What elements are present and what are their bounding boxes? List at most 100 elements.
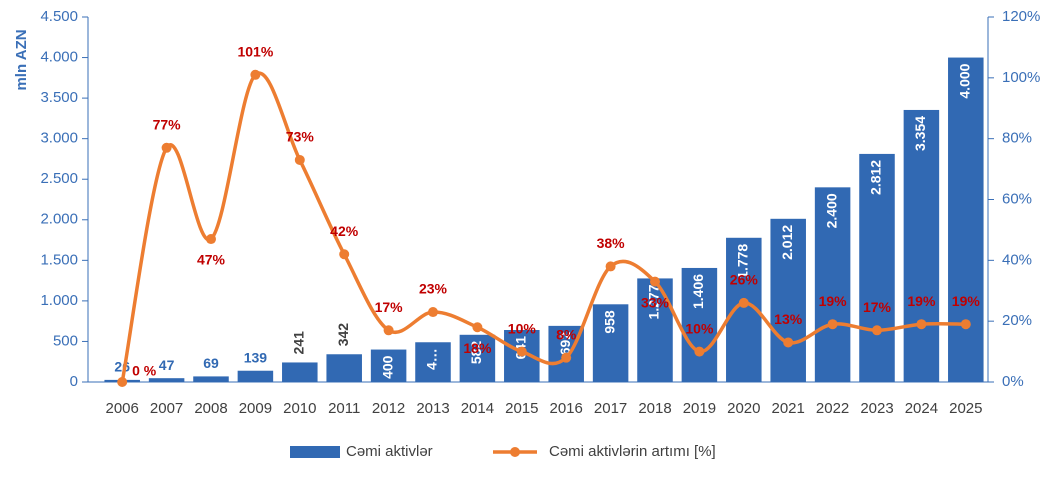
y-tick-label: 3.000 (40, 130, 78, 147)
x-tick-label: 2015 (505, 400, 538, 417)
y-tick-label: 1.000 (40, 292, 78, 309)
line-label: 77% (153, 116, 182, 132)
x-tick-label: 2019 (683, 400, 716, 417)
bar-label: 2.012 (779, 225, 795, 260)
line-marker (294, 154, 305, 165)
line-label: 19% (907, 293, 936, 309)
line-marker (960, 319, 971, 330)
y-tick-label: 3.500 (40, 89, 78, 106)
bar (148, 378, 185, 382)
y2-tick-label: 60% (1002, 190, 1032, 207)
x-tick-label: 2009 (239, 400, 272, 417)
x-tick-label: 2024 (905, 400, 938, 417)
x-tick-label: 2008 (194, 400, 227, 417)
x-tick-label: 2012 (372, 400, 405, 417)
bar-label: 400 (379, 355, 395, 379)
bar (193, 376, 229, 382)
bar-label: 4.000 (957, 63, 973, 98)
legend-label: Cəmi aktivlərin artımı [%] (549, 443, 716, 460)
line (120, 71, 966, 383)
bar-label: 582 (468, 341, 484, 365)
line-marker (561, 352, 572, 363)
line-marker (738, 297, 749, 308)
x-tick-label: 2017 (594, 400, 627, 417)
x-tick-label: 2018 (638, 400, 671, 417)
line-marker (516, 346, 527, 357)
x-tick-label: 2020 (727, 400, 760, 417)
legend-label: Cəmi aktivlər (346, 443, 433, 460)
line-label: 101% (237, 43, 273, 59)
bar (948, 57, 984, 383)
line-label: 10% (685, 320, 714, 336)
bar-label: 139 (244, 349, 268, 365)
line-marker (694, 346, 705, 357)
line-marker (383, 325, 394, 336)
y-tick-label: 2.000 (40, 211, 78, 228)
line-marker (827, 319, 838, 330)
x-tick-label: 2023 (860, 400, 893, 417)
line-label: 10% (508, 320, 537, 336)
x-tick-label: 2014 (461, 400, 494, 417)
bar-label: 1.778 (735, 244, 751, 279)
line-marker (428, 307, 438, 318)
line-label: 47% (197, 252, 226, 268)
bar (770, 218, 806, 382)
line-marker (472, 322, 483, 333)
y-tick-label: 4.000 (40, 49, 78, 66)
bar-label: 2.812 (868, 160, 884, 195)
bar-label: 241 (291, 331, 307, 355)
x-tick-label: 2011 (328, 400, 360, 417)
line-label: 33% (641, 294, 670, 310)
bar-label: 47 (159, 357, 175, 373)
line-label: 19% (819, 293, 848, 309)
x-tick-label: 2007 (150, 400, 183, 417)
y2-tick-label: 20% (1002, 312, 1032, 329)
bar (282, 362, 318, 382)
bar (859, 153, 895, 382)
line-marker (650, 276, 660, 287)
line-marker (916, 319, 927, 330)
y2-tick-label: 120% (1002, 8, 1040, 25)
bar (370, 349, 407, 382)
bar-label: 4… (424, 348, 440, 370)
bar (637, 278, 673, 382)
bar (237, 370, 274, 382)
line-marker (206, 234, 216, 245)
line-marker (872, 325, 882, 336)
bar-label: 342 (335, 323, 351, 347)
bar (592, 304, 629, 382)
x-tick-label: 2016 (550, 400, 583, 417)
x-tick-label: 2006 (106, 400, 139, 417)
bar-label: 1.406 (690, 274, 706, 309)
y2-tick-label: 0% (1002, 373, 1024, 390)
line-label: 18% (463, 340, 492, 356)
line-marker (250, 69, 261, 80)
line-label: 0 % (132, 363, 157, 379)
x-tick-label: 2022 (816, 400, 849, 417)
bar (459, 334, 496, 382)
line-marker (339, 249, 350, 260)
bar (681, 267, 718, 382)
bar (326, 354, 362, 382)
bar (415, 342, 451, 382)
x-tick-label: 2013 (416, 400, 449, 417)
line-label: 17% (863, 299, 892, 315)
y-axis-title: mln AZN (13, 29, 30, 90)
line-marker (783, 337, 794, 348)
line-marker (117, 377, 128, 387)
y-tick-label: 4.500 (40, 8, 78, 25)
line-label: 13% (774, 311, 803, 327)
y2-tick-label: 80% (1002, 130, 1032, 147)
y-tick-label: 0 (70, 373, 78, 390)
bar-label: 69 (203, 355, 219, 371)
bar-label: 3.354 (912, 116, 928, 151)
line-label: 8% (556, 326, 577, 342)
line-label: 26% (730, 272, 759, 288)
bar (814, 187, 851, 382)
x-tick-label: 2025 (949, 400, 982, 417)
y-tick-label: 1.500 (40, 251, 78, 268)
y2-tick-label: 40% (1002, 251, 1032, 268)
y2-tick-label: 100% (1002, 69, 1040, 86)
legend-swatch (510, 447, 520, 457)
